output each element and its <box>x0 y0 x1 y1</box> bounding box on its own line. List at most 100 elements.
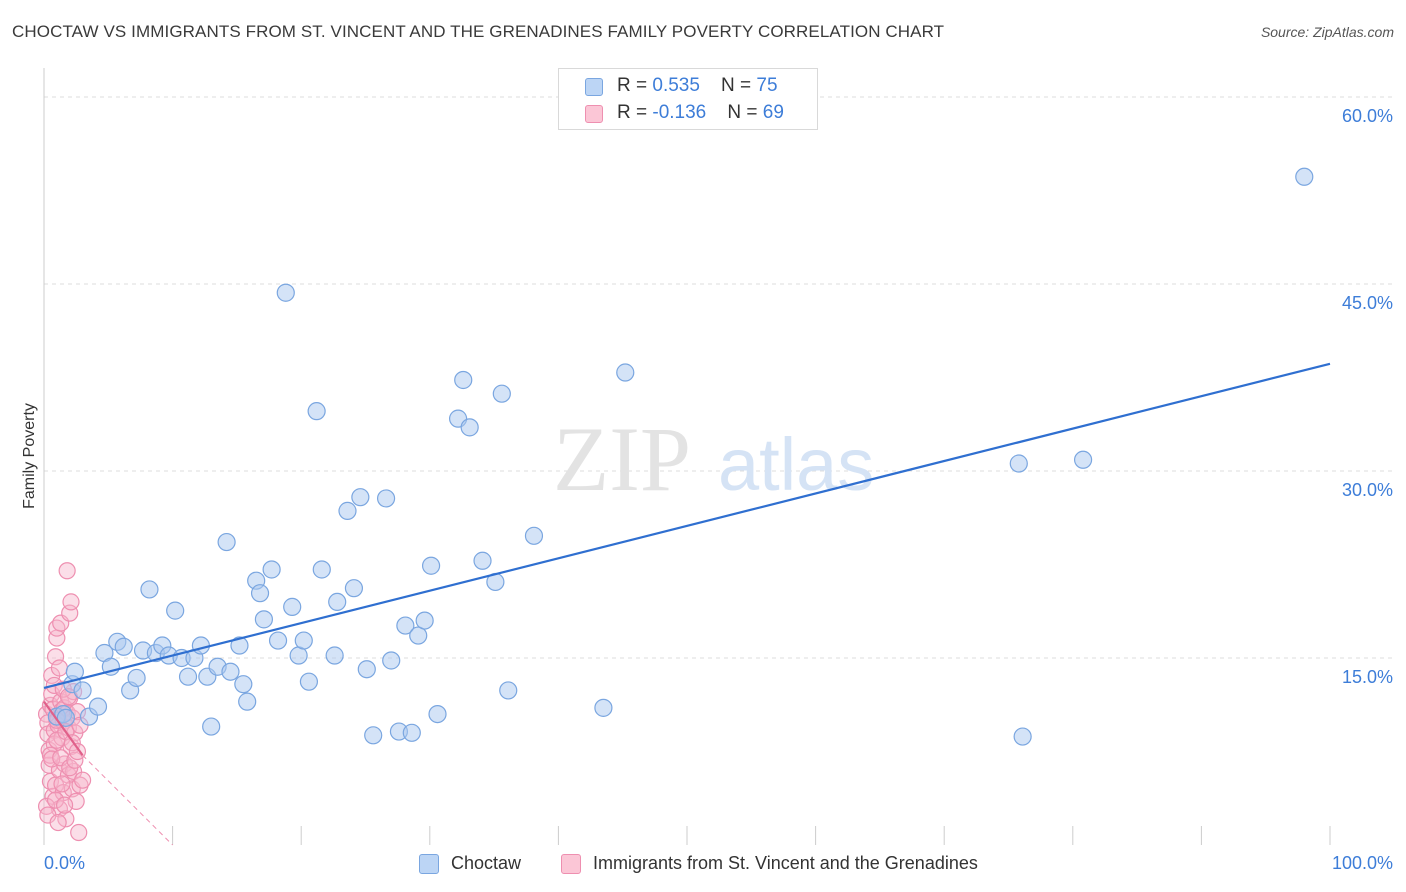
choctaw-point <box>594 698 613 717</box>
choctaw-point <box>166 601 185 620</box>
legend-n-label: N = <box>721 75 757 96</box>
immigrants-point <box>46 791 65 809</box>
choctaw-point <box>202 717 221 736</box>
series-immigrants-points <box>37 562 92 842</box>
y-axis-label: Family Poverty <box>21 403 38 509</box>
axis-layer: 15.0% 30.0% 45.0% 60.0% 0.0% 100.0% <box>43 68 1393 873</box>
choctaw-point <box>250 584 270 603</box>
immigrants-point <box>49 813 67 832</box>
choctaw-point <box>221 662 240 681</box>
choctaw-point <box>299 672 319 691</box>
choctaw-point <box>217 532 236 552</box>
bottom-legend-label-immigrants: Immigrants from St. Vincent and the Gren… <box>593 853 978 873</box>
immigrants-point <box>55 796 74 814</box>
choctaw-point <box>351 488 370 507</box>
legend-swatch-choctaw <box>585 78 603 96</box>
bottom-legend-swatch-immigrants <box>561 854 581 874</box>
grid-layer <box>44 96 1392 659</box>
choctaw-point <box>376 489 396 508</box>
choctaw-point <box>1295 167 1314 186</box>
bottom-legend-swatch-choctaw <box>419 854 439 874</box>
choctaw-point <box>382 651 401 670</box>
choctaw-point <box>524 526 544 545</box>
watermark: ZIP atlas <box>553 408 874 510</box>
choctaw-point <box>230 636 249 655</box>
choctaw-point <box>428 704 447 724</box>
choctaw-point <box>328 592 347 612</box>
choctaw-point <box>402 723 421 742</box>
chart-title: CHOCTAW VS IMMIGRANTS FROM ST. VINCENT A… <box>12 22 945 41</box>
legend-n-value-choctaw: 75 <box>756 75 778 96</box>
immigrants-point <box>70 823 88 842</box>
choctaw-point <box>454 370 473 390</box>
choctaw-point <box>325 646 344 665</box>
legend-n-value-immigrants: 69 <box>762 102 784 123</box>
choctaw-point <box>312 560 331 579</box>
immigrants-point <box>62 593 80 611</box>
legend-r-value-immigrants: -0.136 <box>652 102 707 123</box>
immigrants-point <box>43 750 61 768</box>
choctaw-point <box>234 675 253 694</box>
choctaw-point <box>1073 450 1093 469</box>
immigrants-point <box>58 562 76 580</box>
y-tick-label: 60.0% <box>1342 106 1393 126</box>
choctaw-point <box>492 384 511 403</box>
choctaw-point <box>1009 454 1028 473</box>
choctaw-point <box>262 560 281 579</box>
choctaw-point <box>409 626 428 645</box>
choctaw-point <box>268 631 288 650</box>
choctaw-point <box>238 692 257 711</box>
immigrants-point <box>68 742 87 761</box>
choctaw-point <box>56 708 75 727</box>
immigrants-point <box>50 659 69 677</box>
immigrants-point <box>73 771 92 789</box>
choctaw-point <box>307 402 326 421</box>
choctaw-point <box>254 610 274 629</box>
trend-layer <box>43 362 1331 846</box>
choctaw-point <box>396 616 415 635</box>
immigrants-point <box>46 648 65 666</box>
choctaw-point <box>421 556 441 575</box>
y-tick-label: 45.0% <box>1342 293 1393 313</box>
choctaw-point <box>283 597 302 616</box>
choctaw-point <box>357 660 376 679</box>
chart-source: Source: ZipAtlas.com <box>1260 24 1394 40</box>
legend-n-label: N = <box>727 102 763 123</box>
choctaw-point <box>114 637 133 656</box>
y-tick-label: 15.0% <box>1342 667 1393 687</box>
choctaw-point <box>127 668 146 688</box>
choctaw-point <box>460 418 479 437</box>
legend-r-label: R = <box>617 102 653 123</box>
choctaw-point <box>473 551 492 570</box>
legend-r-label: R = <box>617 75 653 96</box>
choctaw-point <box>276 283 295 302</box>
immigrants-point <box>71 776 89 794</box>
watermark-zip: ZIP <box>553 408 691 510</box>
choctaw-point <box>364 726 383 745</box>
choctaw-point <box>73 681 92 700</box>
choctaw-point <box>415 611 434 630</box>
choctaw-point <box>344 579 364 598</box>
legend-swatch-immigrants <box>585 105 603 123</box>
x-tick-label: 0.0% <box>44 853 85 873</box>
choctaw-point <box>294 631 313 650</box>
x-tick-label: 100.0% <box>1332 853 1393 873</box>
choctaw-point <box>140 580 159 599</box>
immigrants-trend-extension <box>82 754 173 846</box>
choctaw-point <box>88 697 108 716</box>
choctaw-trend-line <box>43 362 1331 689</box>
series-choctaw-points <box>47 167 1314 746</box>
watermark-atlas: atlas <box>718 423 874 506</box>
choctaw-point <box>178 667 198 686</box>
stats-legend: R = 0.535 N = 75 R = -0.136 N = 69 <box>558 68 818 130</box>
bottom-legend-label-choctaw: Choctaw <box>451 853 522 873</box>
choctaw-point <box>499 681 518 700</box>
choctaw-point <box>338 501 357 520</box>
immigrants-point <box>53 775 71 793</box>
immigrants-point <box>37 797 56 815</box>
choctaw-point <box>1013 727 1032 746</box>
choctaw-point <box>191 636 210 655</box>
choctaw-point <box>616 363 635 382</box>
y-tick-label: 30.0% <box>1342 480 1393 500</box>
